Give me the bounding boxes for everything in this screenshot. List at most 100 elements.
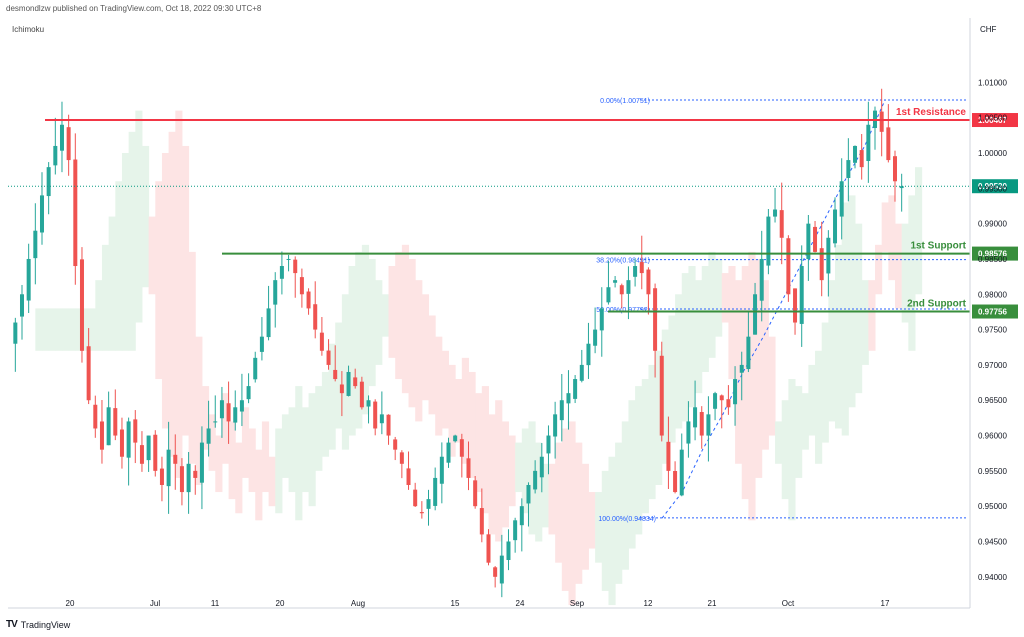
candle-body (313, 304, 318, 330)
cloud-segment (908, 195, 916, 351)
cloud-segment (761, 280, 769, 450)
candle-body (586, 343, 591, 366)
candle-body (486, 534, 491, 563)
cloud-segment (608, 456, 616, 606)
candle-body (246, 386, 251, 400)
candle-body (319, 332, 324, 351)
cloud-segment (708, 251, 716, 358)
candle-body (293, 259, 298, 274)
cloud-segment (508, 435, 516, 507)
candle-body (679, 449, 684, 496)
cloud-segment (748, 251, 756, 521)
cloud-segment (555, 442, 563, 563)
candle-body (133, 419, 138, 443)
cloud-segment (695, 280, 703, 394)
cloud-segment (735, 280, 743, 464)
candle-body (19, 294, 24, 317)
cloud-segment (788, 379, 796, 521)
candle-body (746, 336, 751, 370)
cloud-segment (601, 470, 609, 591)
time-tick-label: 20 (276, 599, 285, 608)
cloud-segment (848, 195, 856, 408)
cloud-segment (141, 145, 150, 288)
price-tick-label: 0.96500 (978, 396, 1007, 405)
cloud-segment (688, 266, 696, 408)
cloud-segment (455, 379, 463, 443)
candle-body (126, 421, 131, 458)
price-tick-label: 1.00500 (978, 114, 1007, 123)
candle-body (533, 470, 538, 490)
candle-body (179, 466, 184, 493)
cloud-segment (408, 258, 416, 408)
candle-body (759, 258, 764, 301)
candle-body (66, 127, 71, 161)
candle-body (333, 369, 338, 380)
candle-body (899, 186, 904, 189)
cloud-segment (595, 492, 603, 563)
cloud-segment (475, 393, 483, 493)
level-label: 1st Support (910, 241, 966, 252)
price-tick-label: 0.98000 (978, 290, 1007, 299)
candle-body (379, 414, 384, 424)
candle-body (466, 458, 471, 478)
cloud-segment (648, 364, 656, 500)
cloud-segment (195, 336, 203, 485)
cloud-segment (295, 386, 303, 521)
price-axis[interactable]: CHF 1.01000 1.00500 1.00000 0.99500 0.99000 0.… (969, 18, 1007, 608)
tradingview-brand[interactable]: TV TradingView (6, 619, 70, 630)
candle-body (833, 209, 838, 244)
cloud-segment (801, 393, 809, 450)
candle-body (673, 471, 678, 493)
candle-body (219, 400, 224, 419)
level-price-value: 0.97756 (978, 308, 1007, 317)
ichimoku-cloud (35, 110, 923, 606)
time-axis[interactable]: 20 Jul 11 20 Aug 15 24 Sep 12 21 Oct 17 (8, 599, 970, 609)
candle-body (459, 439, 464, 457)
candle-body (306, 291, 311, 309)
candle-body (573, 379, 578, 399)
cloud-segment (568, 421, 576, 606)
cloud-segment (341, 294, 350, 450)
price-tick-label: 0.95500 (978, 467, 1007, 476)
cloud-segment (275, 428, 283, 514)
candle-body (806, 223, 811, 260)
time-tick-label: Oct (782, 599, 795, 608)
cloud-segment (875, 244, 883, 295)
cloud-segment (835, 244, 843, 429)
cloud-segment (728, 266, 736, 380)
candle-body (173, 454, 178, 464)
cloud-segment (328, 343, 336, 450)
candle-body (233, 407, 238, 423)
candle-body (259, 336, 264, 352)
candle-body (113, 408, 118, 436)
cloud-segment (35, 308, 43, 351)
cloud-segment (781, 400, 789, 500)
candle-body (419, 512, 424, 514)
cloud-segment (915, 167, 923, 295)
candle-body (613, 280, 618, 283)
cloud-segment (441, 350, 450, 429)
candle-body (566, 393, 571, 404)
candle-body (213, 421, 218, 423)
cloud-segment (128, 131, 136, 351)
level-label: 1st Resistance (896, 107, 966, 118)
candle-body (779, 210, 784, 238)
cloud-segment (48, 308, 56, 351)
cloud-segment (868, 280, 876, 351)
cloud-segment (75, 308, 83, 351)
level-price-value: 1.00467 (978, 116, 1007, 125)
candle-body (279, 266, 284, 279)
fib-level-label: 50.00%(0.97792) (596, 307, 650, 314)
cloud-segment (188, 251, 196, 464)
candle-body (819, 248, 824, 281)
price-tick-label: 0.94500 (978, 537, 1007, 546)
cloud-segment (615, 442, 623, 584)
time-tick-label: 12 (644, 599, 653, 608)
cloud-segment (88, 308, 96, 351)
time-tick-label: 15 (451, 599, 460, 608)
candle-body (226, 403, 231, 422)
candle-body (726, 399, 731, 408)
cloud-segment (655, 350, 663, 485)
cloud-segment (448, 364, 456, 457)
